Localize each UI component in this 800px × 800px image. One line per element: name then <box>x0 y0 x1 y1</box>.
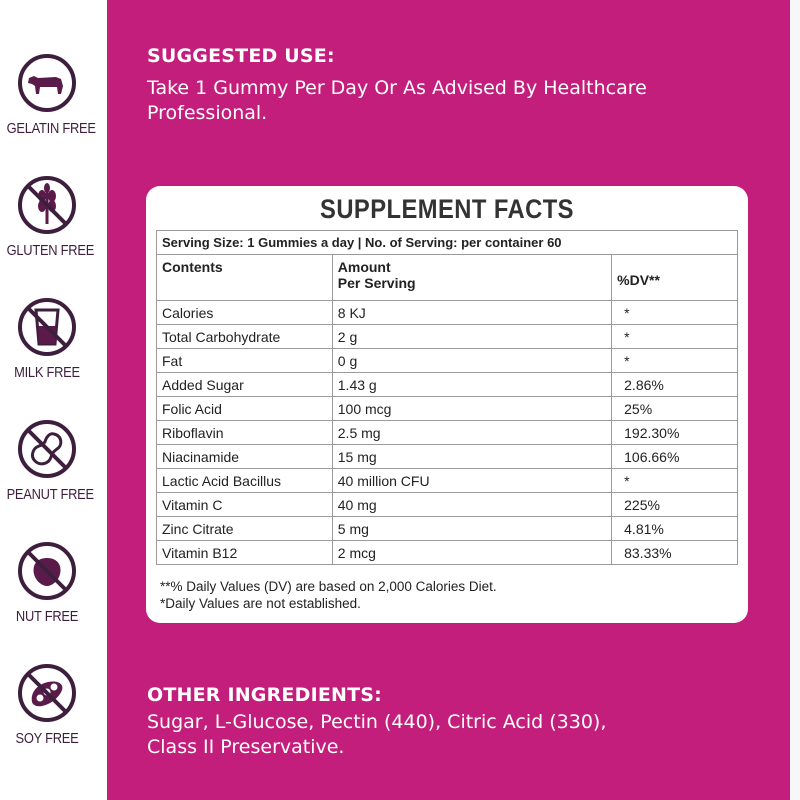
contents-header: Contents <box>156 254 333 301</box>
wheat-crossed-icon <box>18 176 76 234</box>
nutrient-amount: 2.5 mg <box>331 420 613 445</box>
badge-label: GLUTEN FREE <box>6 242 95 259</box>
nutrient-name: Lactic Acid Bacillus <box>156 468 333 493</box>
badge-gluten-free: GLUTEN FREE <box>0 174 94 259</box>
other-ingredients-text: Sugar, L-Glucose, Pectin (440), Citric A… <box>147 710 606 760</box>
nutrient-amount: 2 g <box>331 324 613 349</box>
cow-crossed-icon <box>18 54 76 112</box>
badge-label: GELATIN FREE <box>6 120 96 137</box>
footnote-dv: **% Daily Values (DV) are based on 2,000… <box>160 579 497 594</box>
serving-info: Serving Size: 1 Gummies a day | No. of S… <box>156 230 738 255</box>
nutrient-dv: 192.30% <box>611 420 738 445</box>
nutrient-amount: 0 g <box>331 348 613 373</box>
badge-gelatin-free: GELATIN FREE <box>0 52 96 137</box>
badge-label: MILK FREE <box>14 364 80 381</box>
peanut-crossed-icon <box>18 420 76 478</box>
table-row: Riboflavin 2.5 mg 192.30% <box>156 420 738 445</box>
suggested-use-heading: SUGGESTED USE: <box>147 45 335 67</box>
nutrient-dv: 83.33% <box>611 540 738 565</box>
nutrient-dv: 106.66% <box>611 444 738 469</box>
badge-label: SOY FREE <box>15 730 79 747</box>
nutrient-name: Zinc Citrate <box>156 516 333 541</box>
nutrient-dv: 225% <box>611 492 738 517</box>
badge-label: PEANUT FREE <box>6 486 95 503</box>
amount-header: Amount Per Serving <box>331 254 613 301</box>
nutrient-dv: * <box>611 468 738 493</box>
supplement-facts-card: SUPPLEMENT FACTS Serving Size: 1 Gummies… <box>146 186 748 623</box>
table-row: Calories 8 KJ * <box>156 300 738 325</box>
free-from-badges: GELATIN FREE GLUTEN FREE MILK FREE PEANU… <box>0 0 107 800</box>
nutrient-amount: 5 mg <box>331 516 613 541</box>
table-row: Folic Acid 100 mcg 25% <box>156 396 738 421</box>
badge-nut-free: NUT FREE <box>0 540 94 625</box>
table-row: Zinc Citrate 5 mg 4.81% <box>156 516 738 541</box>
nutrient-dv: 2.86% <box>611 372 738 397</box>
nutrient-name: Total Carbohydrate <box>156 324 333 349</box>
table-row: Total Carbohydrate 2 g * <box>156 324 738 349</box>
suggested-use-line: Take 1 Gummy Per Day Or As Advised By He… <box>147 77 647 99</box>
nutrient-amount: 40 million CFU <box>331 468 613 493</box>
footnote-not-established: *Daily Values are not established. <box>160 596 361 611</box>
product-info-panel: SUGGESTED USE: Take 1 Gummy Per Day Or A… <box>107 0 800 800</box>
ingredients-line: Class II Preservative. <box>147 736 345 758</box>
nutrient-name: Fat <box>156 348 333 373</box>
nutrient-amount: 15 mg <box>331 444 613 469</box>
nutrient-name: Folic Acid <box>156 396 333 421</box>
supplement-facts-title: SUPPLEMENT FACTS <box>320 194 574 224</box>
nutrient-name: Vitamin C <box>156 492 333 517</box>
nutrient-dv: 25% <box>611 396 738 421</box>
nutrient-name: Added Sugar <box>156 372 333 397</box>
nutrient-dv: * <box>611 324 738 349</box>
badge-label: NUT FREE <box>15 608 79 625</box>
nutrient-amount: 1.43 g <box>331 372 613 397</box>
amount-header-line: Per Serving <box>337 275 416 291</box>
table-header-row: Contents Amount Per Serving %DV** <box>156 254 738 301</box>
nut-crossed-icon <box>18 542 76 600</box>
supplement-facts-table: Serving Size: 1 Gummies a day | No. of S… <box>156 230 738 565</box>
table-row: Fat 0 g * <box>156 348 738 373</box>
nutrient-amount: 8 KJ <box>331 300 613 325</box>
badge-milk-free: MILK FREE <box>0 296 94 381</box>
table-row: Vitamin C 40 mg 225% <box>156 492 738 517</box>
nutrient-amount: 100 mcg <box>331 396 613 421</box>
nutrient-name: Vitamin B12 <box>156 540 333 565</box>
ingredients-line: Sugar, L-Glucose, Pectin (440), Citric A… <box>147 711 607 733</box>
badge-soy-free: SOY FREE <box>0 662 94 747</box>
soybean-crossed-icon <box>18 664 76 722</box>
other-ingredients-heading: OTHER INGREDIENTS: <box>147 684 382 706</box>
suggested-use-line: Professional. <box>147 102 268 124</box>
table-row: Lactic Acid Bacillus 40 million CFU * <box>156 468 738 493</box>
footnotes: **% Daily Values (DV) are based on 2,000… <box>160 578 497 612</box>
nutrient-amount: 2 mcg <box>331 540 613 565</box>
page-edge <box>790 0 800 800</box>
table-row: Vitamin B12 2 mcg 83.33% <box>156 540 738 565</box>
nutrient-dv: * <box>611 300 738 325</box>
nutrient-name: Riboflavin <box>156 420 333 445</box>
suggested-use-text: Take 1 Gummy Per Day Or As Advised By He… <box>147 76 647 126</box>
nutrient-name: Niacinamide <box>156 444 333 469</box>
glass-crossed-icon <box>18 298 76 356</box>
table-row: Added Sugar 1.43 g 2.86% <box>156 372 738 397</box>
dv-header: %DV** <box>611 254 738 301</box>
nutrient-dv: * <box>611 348 738 373</box>
serving-row: Serving Size: 1 Gummies a day | No. of S… <box>156 230 738 255</box>
amount-header-line: Amount <box>337 259 391 275</box>
badge-peanut-free: PEANUT FREE <box>0 418 94 503</box>
nutrient-amount: 40 mg <box>331 492 613 517</box>
nutrient-dv: 4.81% <box>611 516 738 541</box>
nutrient-name: Calories <box>156 300 333 325</box>
table-row: Niacinamide 15 mg 106.66% <box>156 444 738 469</box>
